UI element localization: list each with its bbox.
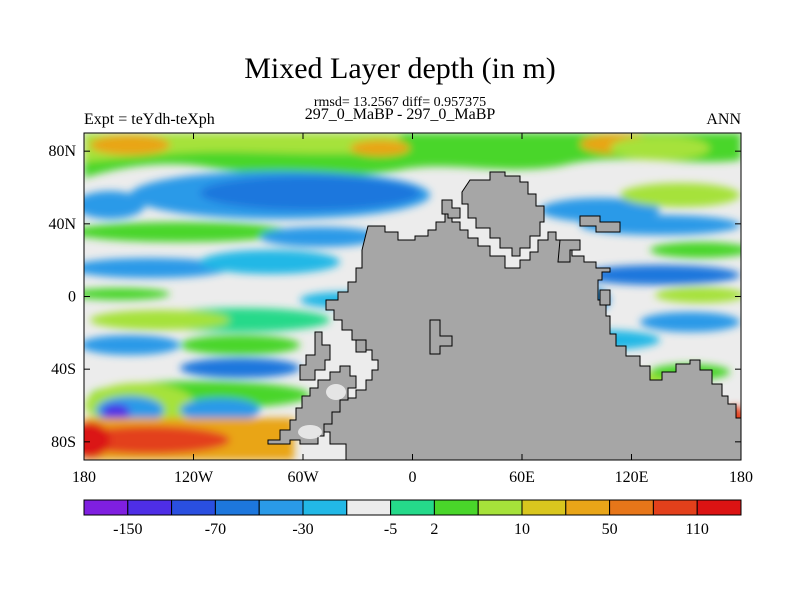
chart-subtitle-stats: rmsd= 13.2567 diff= 0.957375: [313, 95, 487, 110]
colorbar-swatch: [302, 499, 348, 516]
colorbar-label: -30: [292, 521, 313, 538]
colorbar-swatch: [346, 499, 392, 516]
colorbar-swatch: [521, 499, 567, 516]
x-tick-label: 60W: [287, 469, 319, 486]
colorbar-swatch: [696, 499, 742, 516]
colorbar-label: 50: [602, 521, 618, 538]
experiment-label: Expt = teYdh-teXph: [84, 111, 215, 128]
y-tick-label: 40S: [51, 361, 76, 378]
axes: 180 120W 60W 0 60E 120E 180 80N 40N 0 40S 80S: [48, 133, 753, 486]
chart-title: Mixed Layer depth (in m): [244, 52, 556, 85]
colorbar-label: -150: [113, 521, 142, 538]
colorbar-label: -70: [205, 521, 226, 538]
colorbar-label: -5: [384, 521, 397, 538]
season-label: ANN: [706, 111, 741, 128]
land-masses: [267, 171, 741, 460]
x-tick-label: 120W: [174, 469, 214, 486]
x-tick-label: 180: [72, 469, 96, 486]
colorbar-swatch: [171, 499, 216, 516]
colorbar-swatch: [390, 499, 435, 516]
colorbar-label: 2: [430, 521, 438, 538]
y-tick-label: 80N: [48, 143, 76, 160]
colorbar-swatch: [565, 499, 611, 516]
colorbar-swatch: [258, 499, 304, 516]
colorbar-swatch: [127, 499, 173, 516]
colorbar-swatch: [83, 499, 129, 516]
x-tick-label: 60E: [509, 469, 535, 486]
x-tick-label: 120E: [615, 469, 649, 486]
y-tick-label: 80S: [51, 434, 76, 451]
chart-subtitle-runs: 297_0_MaBP - 297_0_MaBP: [304, 106, 496, 123]
y-tick-label: 40N: [48, 216, 76, 233]
colorbar: -150 -70 -30 -5 2 10 50 110: [83, 499, 742, 538]
colorbar-swatch: [477, 499, 523, 516]
x-tick-label: 180: [729, 469, 753, 486]
colorbar-swatch: [652, 499, 698, 516]
y-tick-label: 0: [68, 289, 76, 306]
colorbar-swatch: [214, 499, 260, 516]
x-tick-label: 0: [409, 469, 417, 486]
heatmap-field: [84, 133, 741, 460]
colorbar-label: 10: [514, 521, 530, 538]
colorbar-swatch: [433, 499, 479, 516]
colorbar-swatch: [609, 499, 654, 516]
colorbar-label: 110: [685, 521, 708, 538]
